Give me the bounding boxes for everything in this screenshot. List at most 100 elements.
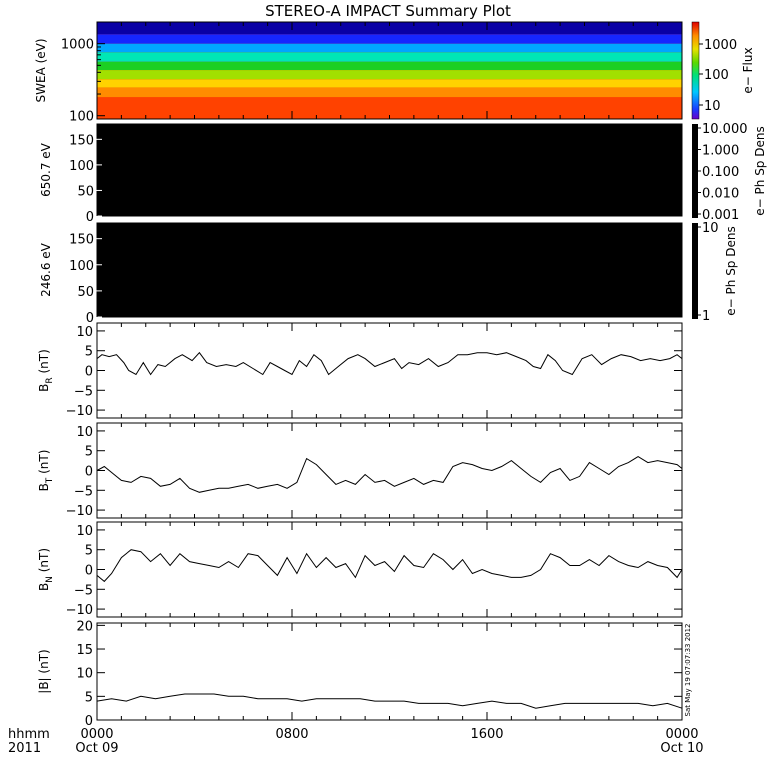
pad650-ytick-label: 150 (69, 133, 94, 148)
bmag-ytick-label: 10 (76, 667, 93, 682)
pad650-heatmap (96, 123, 683, 217)
bt-ytick-label: −10 (66, 504, 93, 519)
pad650-colorbar-tick-label: 0.010 (702, 187, 739, 202)
bt-ylabel: BT (nT) (37, 450, 55, 492)
bmag-series-line (96, 693, 683, 709)
bn-series-line (96, 549, 683, 583)
bn-ylabel-sub: N (45, 576, 55, 583)
bmag-ytick-label: 5 (85, 690, 93, 705)
pad246-ytick-label: 0 (86, 311, 94, 326)
time-tick-label-0000-end: 0000 (665, 727, 698, 742)
pad650-ytick-label: 0 (86, 210, 94, 225)
bmag-ytick-label: 20 (76, 619, 93, 634)
pad246-ylabel: 246.6 eV (39, 242, 53, 297)
swea-heatmap-band (97, 97, 682, 119)
swea-colorbar-tick-label: 1000 (704, 38, 737, 53)
bt-ytick-label: 5 (85, 445, 93, 460)
bt-ytick-label: 0 (85, 465, 93, 480)
bt-series-line (96, 456, 683, 493)
bn-ytick-label: 0 (85, 564, 93, 579)
br-ytick-label: 5 (85, 345, 93, 360)
bt-frame (96, 422, 683, 519)
br-ytick-label: 0 (85, 365, 93, 380)
pad650-ytick-label: 100 (69, 159, 94, 174)
swea-heatmap-band (97, 70, 682, 80)
panel-bn: 10 5 0 −5 −10 BN (nT) (37, 521, 683, 618)
bt-ytick-label: 10 (76, 425, 93, 440)
swea-heatmap-band (97, 43, 682, 53)
swea-colorbar-label: e− Flux (741, 47, 755, 93)
bmag-frame (96, 622, 683, 721)
bn-ytick-label: −5 (74, 583, 93, 598)
pad650-colorbar: 10.000 1.000 0.100 0.010 0.001 e− Ph Sp Dens (692, 122, 767, 223)
br-ytick-label: −10 (66, 404, 93, 419)
bt-ylabel-unit: (nT) (37, 450, 51, 478)
br-ylabel-sub: R (45, 377, 55, 383)
pad650-colorbar-tick-label: 1.000 (702, 144, 739, 159)
pad246-colorbar-tick-label: 10 (702, 221, 719, 236)
swea-heatmap-band (97, 79, 682, 88)
panel-pad246: 150 100 50 0 246.6 eV 10 1 e− Ph Sp Dens (39, 221, 738, 326)
timestamp: Sat May 19 07:07:33 2012 (684, 623, 692, 716)
pad246-ytick-label: 100 (69, 259, 94, 274)
bn-frame (96, 521, 683, 618)
time-axis-corner-bottom: 2011 (8, 741, 41, 756)
bn-ylabel-unit: (nT) (37, 548, 51, 576)
br-ylabel-main: B (37, 384, 51, 392)
pad246-colorbar-bar (692, 223, 698, 319)
br-ytick-label: −5 (74, 384, 93, 399)
pad246-ytick-label: 150 (69, 233, 94, 248)
bn-ytick-label: 10 (76, 524, 93, 539)
bt-ylabel-sub: T (45, 477, 55, 484)
panel-br: 10 5 0 −5 −10 BR (nT) (37, 322, 683, 419)
bmag-ylabel: |B| (nT) (37, 649, 51, 693)
pad246-heatmap (96, 222, 683, 318)
pad650-ytick-label: 50 (77, 184, 94, 199)
pad650-colorbar-bar (692, 124, 698, 218)
swea-colorbar-tick-label: 100 (704, 68, 729, 83)
bmag-ylabel-main: |B| (37, 677, 51, 693)
bt-ytick-label: −5 (74, 484, 93, 499)
pad246-colorbar-tick-label: 1 (702, 309, 710, 324)
panel-bmag: 20 15 10 5 0 |B| (nT) (37, 619, 683, 729)
time-axis: hhmm 2011 0000 Oct 09 0800 1600 0000 Oct… (8, 727, 704, 756)
bn-ytick-label: 5 (85, 544, 93, 559)
pad246-colorbar-label: e− Ph Sp Dens (724, 226, 738, 315)
swea-colorbar-tick-label: 10 (704, 99, 721, 114)
pad650-colorbar-tick-label: 0.001 (702, 208, 739, 223)
br-series-line (96, 351, 683, 376)
pad650-colorbar-label: e− Ph Sp Dens (753, 126, 767, 215)
br-ylabel: BR (nT) (37, 349, 55, 392)
br-ytick-label: 10 (76, 325, 93, 340)
panel-pad650: 150 100 50 0 650.7 eV 10.000 1.000 0.100 0.010 0.… (39, 122, 767, 225)
time-tick-label-0000-start: 0000 (80, 727, 113, 742)
pad246-ytick-label: 50 (77, 285, 94, 300)
time-tick-date-end: Oct 10 (660, 741, 703, 756)
time-tick-label-1600: 1600 (470, 727, 503, 742)
time-tick-date-start: Oct 09 (75, 741, 118, 756)
bmag-ylabel-unit: (nT) (37, 649, 51, 677)
bn-ytick-label: −10 (66, 603, 93, 618)
swea-colorbar-gradient (691, 21, 700, 120)
time-axis-corner-top: hhmm (8, 727, 50, 742)
pad650-colorbar-tick-label: 10.000 (702, 122, 748, 137)
swea-heatmap-band (97, 34, 682, 44)
panel-bt: 10 5 0 −5 −10 BT (nT) (37, 422, 683, 519)
br-ylabel-unit: (nT) (37, 349, 51, 377)
pad246-colorbar: 10 1 e− Ph Sp Dens (692, 221, 738, 324)
swea-heatmap-band (97, 52, 682, 62)
bmag-ytick-label: 0 (85, 714, 93, 729)
swea-colorbar: 1000 100 10 e− Flux (691, 21, 755, 120)
plot-title: STEREO-A IMPACT Summary Plot (265, 2, 511, 20)
swea-heatmap-band (97, 61, 682, 71)
bn-ylabel-main: B (37, 583, 51, 591)
pad650-colorbar-tick-label: 0.100 (702, 165, 739, 180)
bn-ylabel: BN (nT) (37, 548, 55, 591)
br-frame (96, 322, 683, 419)
bt-ylabel-main: B (37, 483, 51, 491)
swea-ytick-label: 1000 (61, 38, 94, 53)
bmag-ytick-label: 15 (76, 643, 93, 658)
pad650-ylabel: 650.7 eV (39, 142, 53, 197)
